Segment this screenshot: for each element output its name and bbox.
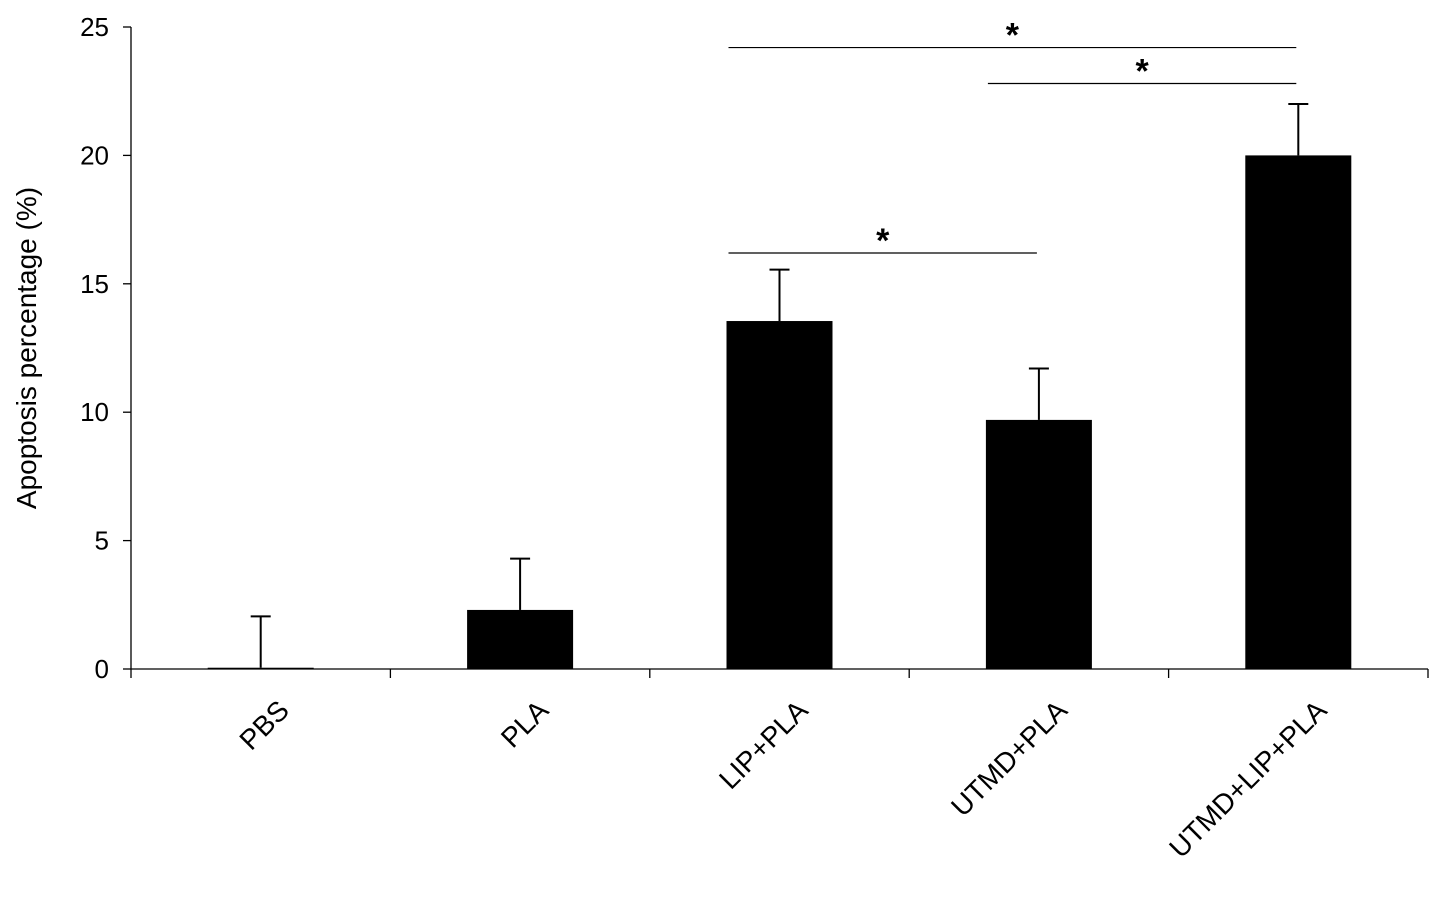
x-category-label: UTMD+LIP+PLA (1163, 694, 1333, 864)
chart-bars (207, 155, 1352, 669)
bar (207, 667, 314, 669)
x-category-label: LIP+PLA (713, 694, 814, 795)
bar (1245, 155, 1352, 669)
significance-marker: * (876, 222, 890, 260)
y-tick-label: 10 (80, 397, 109, 427)
y-tick-label: 15 (80, 269, 109, 299)
y-tick-label: 0 (95, 654, 109, 684)
bar (726, 321, 833, 669)
x-category-label: PLA (495, 694, 555, 754)
x-category-label: UTMD+PLA (945, 694, 1073, 822)
chart-significance-brackets: * * * (728, 17, 1297, 260)
y-tick-label: 20 (80, 140, 109, 170)
significance-marker: * (1006, 17, 1020, 55)
y-tick-label: 5 (95, 526, 109, 556)
y-tick-label: 25 (80, 12, 109, 42)
x-category-label: PBS (233, 694, 295, 756)
chart-category-labels: PBS PLA LIP+PLA UTMD+PLA UTMD+LIP+PLA (233, 694, 1332, 864)
chart-error-bars (250, 103, 1309, 668)
bar (467, 609, 574, 669)
bar (985, 419, 1092, 669)
significance-marker: * (1135, 52, 1149, 90)
chart-axes: 0 5 10 15 20 25 (80, 12, 1429, 684)
y-axis-label: Apoptosis percentage (%) (11, 187, 42, 509)
